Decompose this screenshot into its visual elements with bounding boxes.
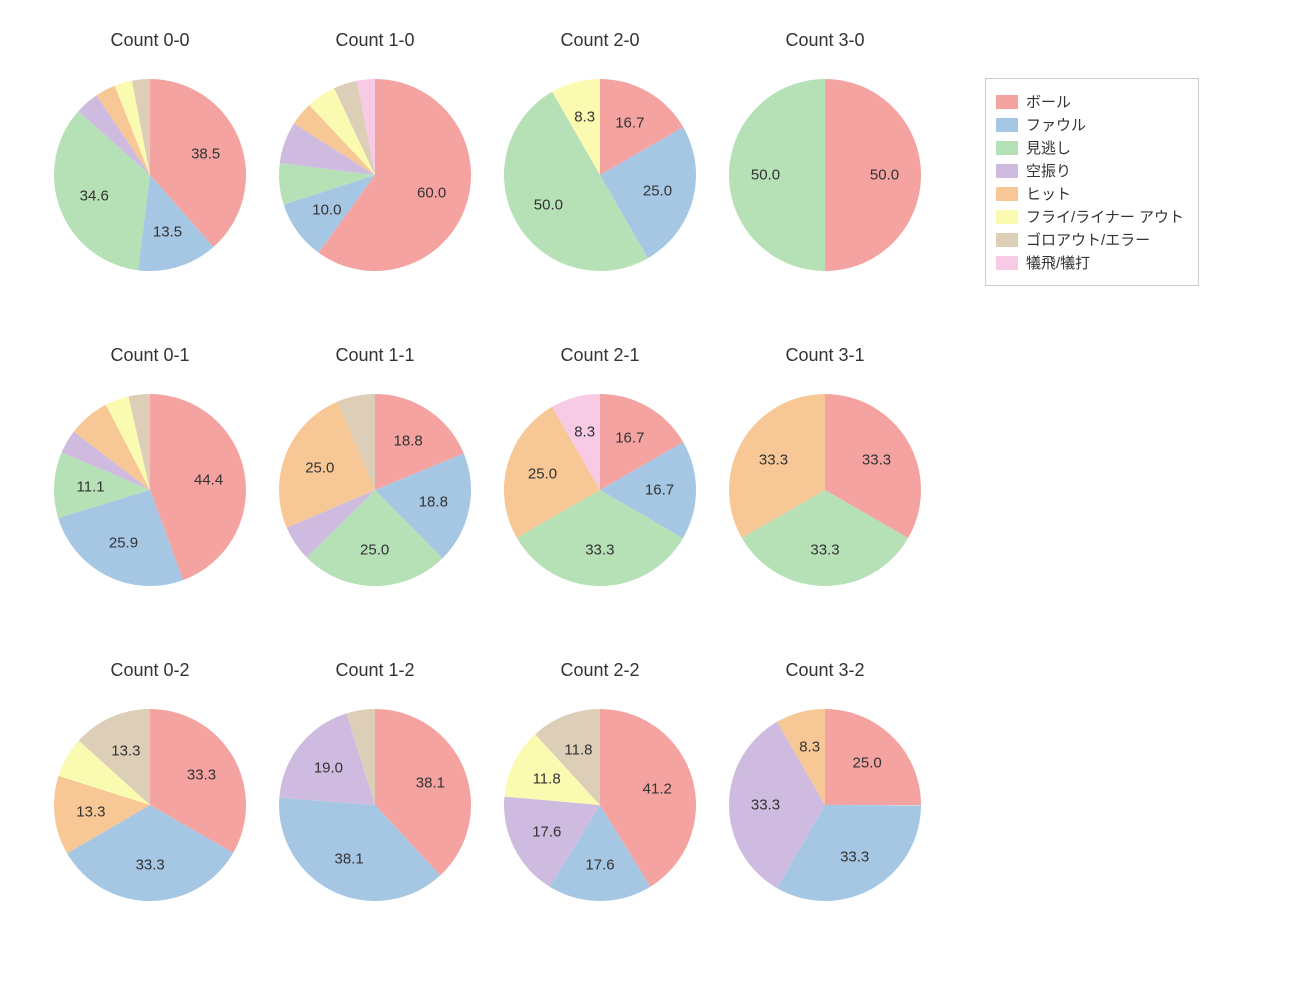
legend-label: ボール xyxy=(1026,91,1071,112)
legend-label: ファウル xyxy=(1026,114,1086,135)
chart-title: Count 2-1 xyxy=(500,345,700,366)
pie-chart xyxy=(727,77,923,273)
legend-item: 空振り xyxy=(996,160,1184,181)
legend-swatch xyxy=(996,164,1018,178)
legend-item: ボール xyxy=(996,91,1184,112)
legend-item: フライ/ライナー アウト xyxy=(996,206,1184,227)
pie-slice xyxy=(729,79,825,271)
pie-chart xyxy=(502,392,698,588)
pie-chart xyxy=(277,392,473,588)
legend: ボールファウル見逃し空振りヒットフライ/ライナー アウトゴロアウト/エラー犠飛/… xyxy=(985,78,1199,286)
pie-chart xyxy=(727,707,923,903)
pie-chart xyxy=(727,392,923,588)
pie-slice xyxy=(825,709,921,805)
legend-swatch xyxy=(996,210,1018,224)
chart-title: Count 0-0 xyxy=(50,30,250,51)
pie-slice xyxy=(825,79,921,271)
pie-chart xyxy=(52,392,248,588)
legend-swatch xyxy=(996,187,1018,201)
legend-swatch xyxy=(996,118,1018,132)
pie-chart xyxy=(502,707,698,903)
pie-chart xyxy=(277,707,473,903)
legend-item: 見逃し xyxy=(996,137,1184,158)
chart-title: Count 3-1 xyxy=(725,345,925,366)
legend-item: ヒット xyxy=(996,183,1184,204)
pie-chart xyxy=(502,77,698,273)
chart-title: Count 2-2 xyxy=(500,660,700,681)
chart-title: Count 1-1 xyxy=(275,345,475,366)
legend-swatch xyxy=(996,141,1018,155)
pie-chart xyxy=(52,707,248,903)
chart-title: Count 1-2 xyxy=(275,660,475,681)
chart-title: Count 3-2 xyxy=(725,660,925,681)
legend-item: ゴロアウト/エラー xyxy=(996,229,1184,250)
chart-title: Count 0-2 xyxy=(50,660,250,681)
figure: Count 0-038.513.534.6Count 1-060.010.0Co… xyxy=(0,0,1300,1000)
legend-label: 空振り xyxy=(1026,160,1071,181)
legend-swatch xyxy=(996,95,1018,109)
pie-chart xyxy=(52,77,248,273)
pie-chart xyxy=(277,77,473,273)
chart-title: Count 2-0 xyxy=(500,30,700,51)
legend-item: ファウル xyxy=(996,114,1184,135)
chart-title: Count 0-1 xyxy=(50,345,250,366)
legend-swatch xyxy=(996,256,1018,270)
legend-label: ゴロアウト/エラー xyxy=(1026,229,1150,250)
chart-title: Count 1-0 xyxy=(275,30,475,51)
legend-item: 犠飛/犠打 xyxy=(996,252,1184,273)
legend-label: ヒット xyxy=(1026,183,1071,204)
legend-label: フライ/ライナー アウト xyxy=(1026,206,1184,227)
chart-title: Count 3-0 xyxy=(725,30,925,51)
legend-label: 見逃し xyxy=(1026,137,1071,158)
legend-swatch xyxy=(996,233,1018,247)
legend-label: 犠飛/犠打 xyxy=(1026,252,1090,273)
